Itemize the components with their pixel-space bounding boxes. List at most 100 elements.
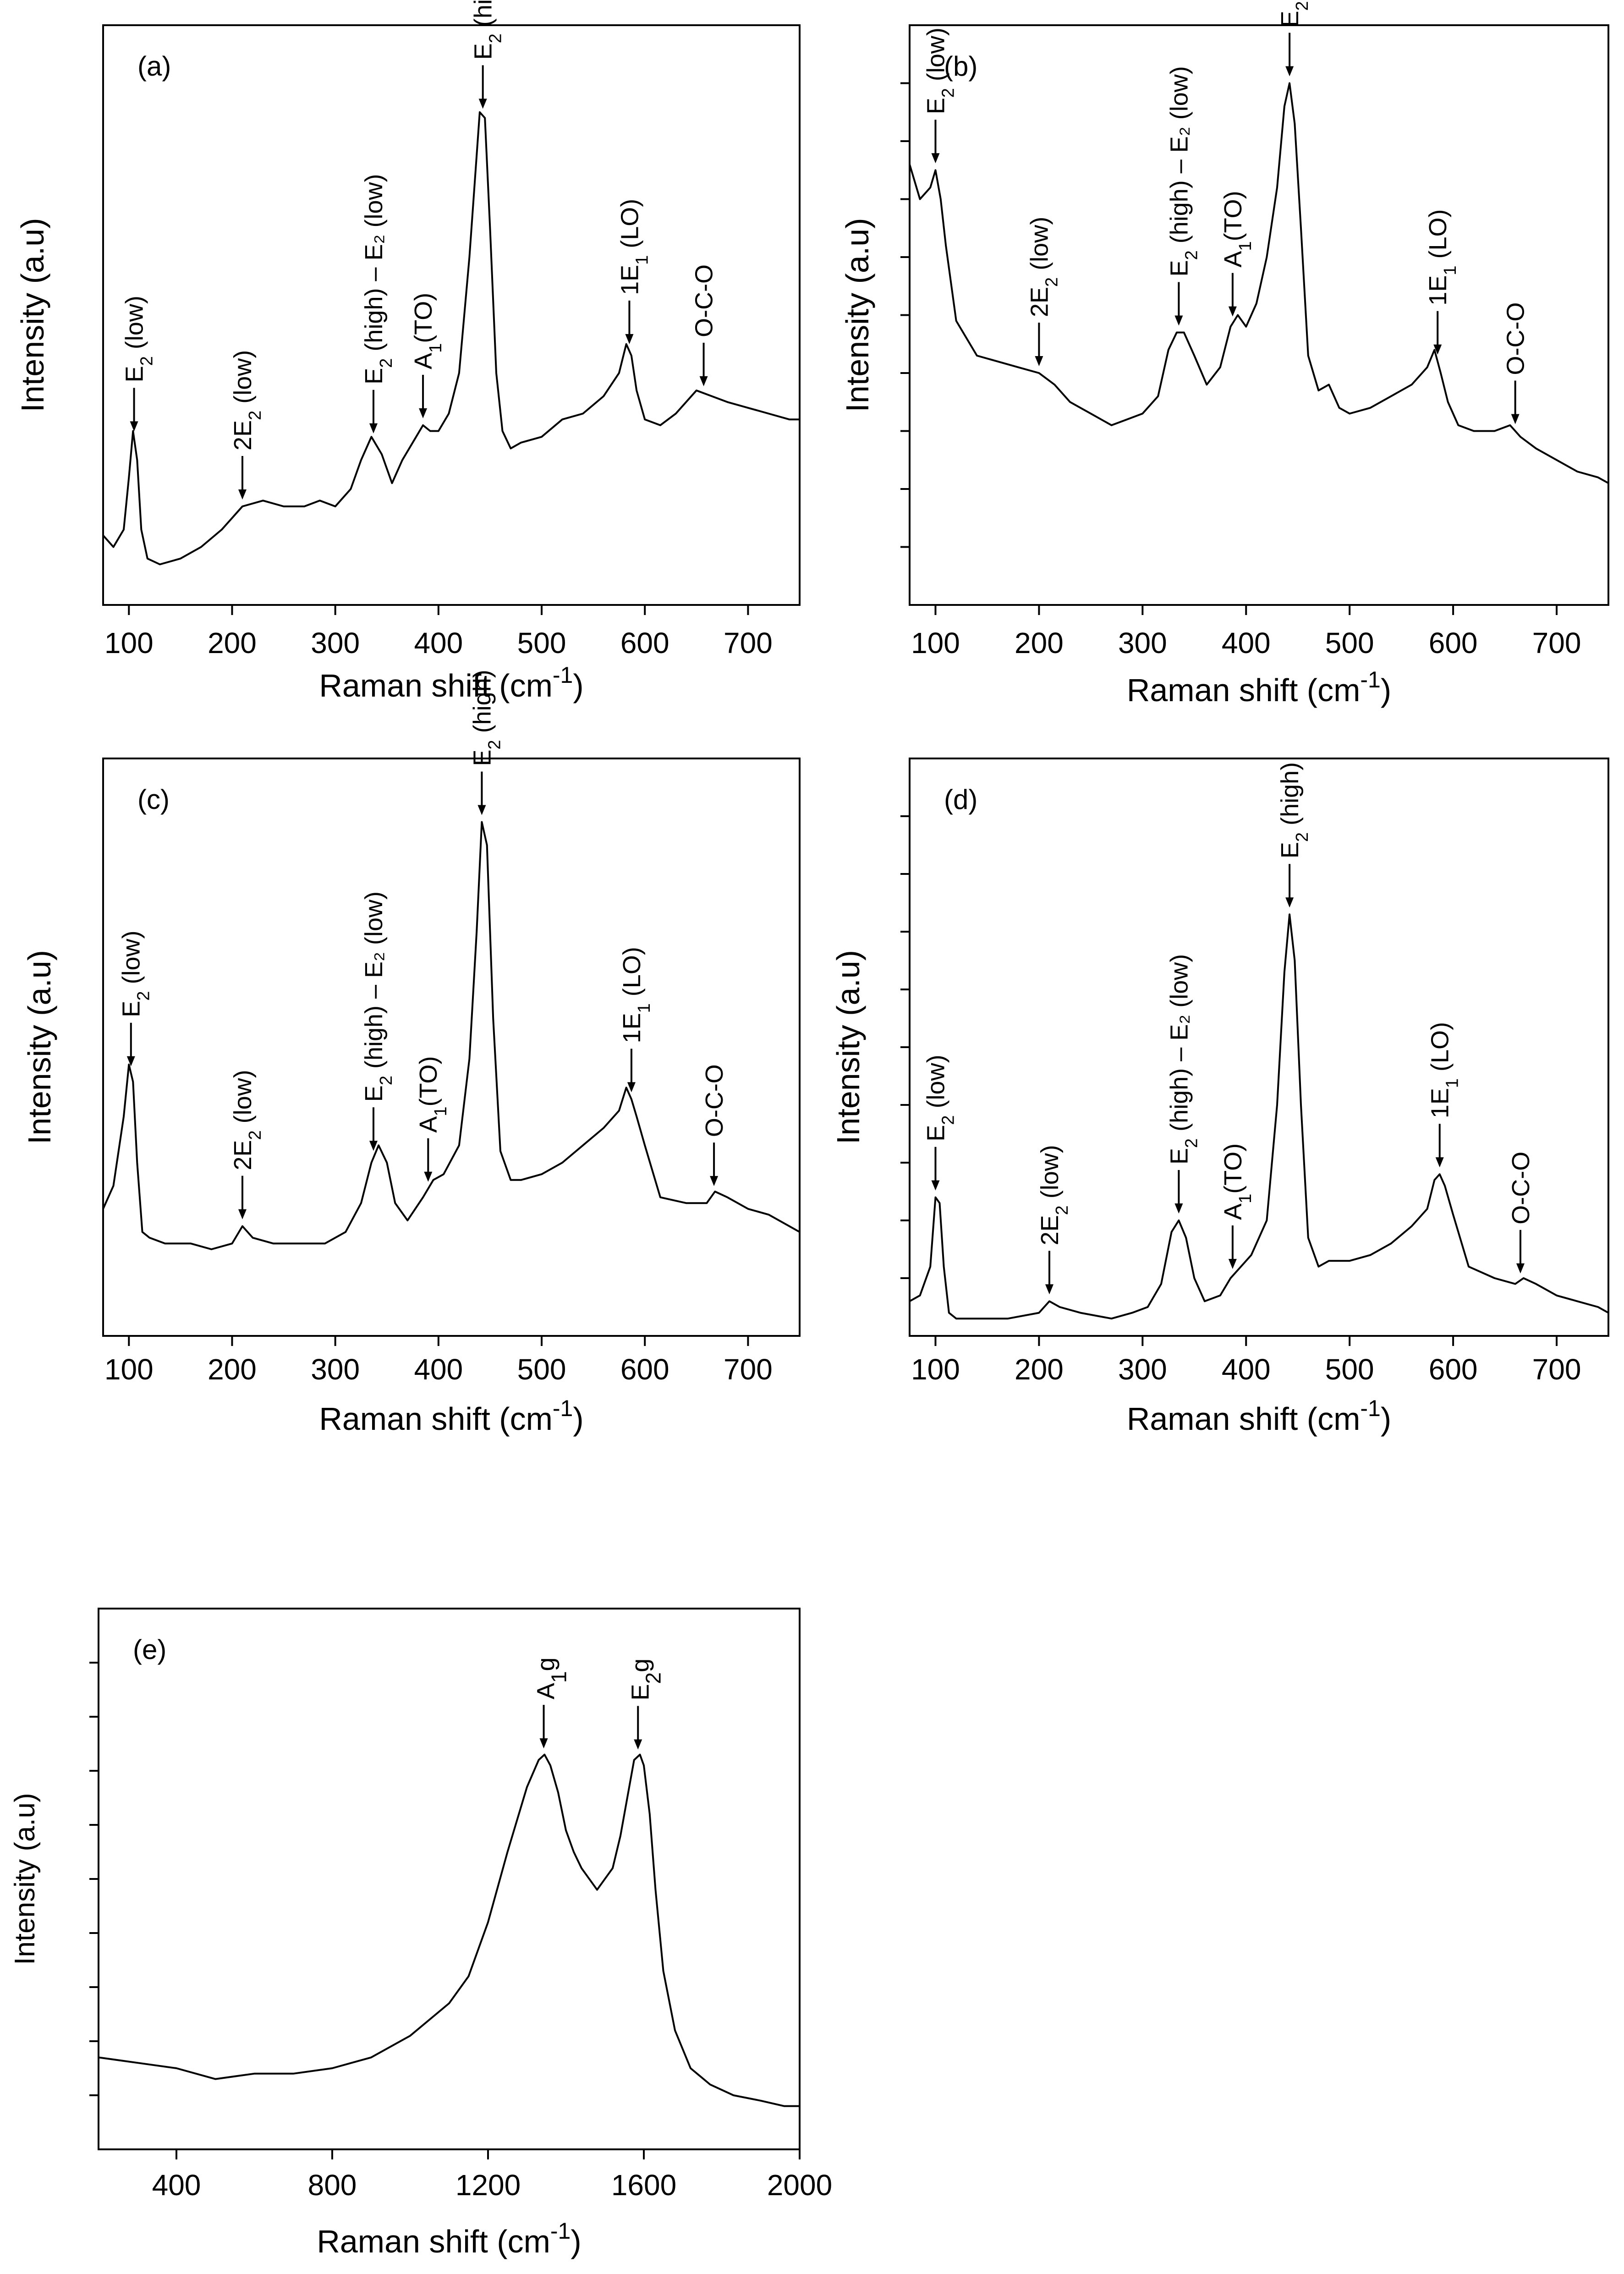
- x-axis-label-end: ): [571, 2224, 581, 2259]
- x-axis-label: Raman shift (cm-1): [1127, 667, 1391, 708]
- label-rest: (low): [1026, 217, 1053, 277]
- label-subscript: 2: [485, 740, 504, 749]
- x-tick-label: 400: [1222, 626, 1271, 659]
- peak-arrow-head: [931, 1180, 940, 1191]
- peak-arrow-head: [1228, 1258, 1237, 1269]
- label-base: 2E: [1026, 287, 1053, 317]
- peak-arrow-head: [1228, 306, 1237, 317]
- peak-label: E2 (high): [470, 0, 505, 60]
- label-base: 2E: [1036, 1215, 1064, 1245]
- label-base: E: [922, 1125, 949, 1142]
- peak-arrow-head: [478, 99, 487, 109]
- peak-arrow-head: [1435, 1157, 1444, 1168]
- label-rest: (LO): [1424, 209, 1452, 265]
- x-axis-label: Raman shift (cm-1): [319, 662, 583, 703]
- x-tick-label: 500: [517, 626, 566, 659]
- x-axis-label-main: Raman shift (cm: [319, 1401, 553, 1437]
- x-tick-label: 500: [517, 1353, 566, 1386]
- label-rest: (TO): [415, 1056, 442, 1107]
- label-rest: (high): [1276, 0, 1304, 1]
- label-subscript: 1: [431, 1107, 450, 1116]
- label-base: 1E: [618, 1013, 646, 1043]
- y-axis-label: Intensity (a.u): [9, 1793, 41, 1965]
- peak-label: E2 (low): [121, 296, 156, 382]
- label-rest: (LO): [618, 947, 646, 1003]
- peak-label: 1E1 (LO): [616, 199, 652, 295]
- peak-arrow-head: [1035, 356, 1043, 366]
- peak-label: A1(TO): [1219, 191, 1255, 267]
- peak-arrow-head: [369, 1141, 378, 1151]
- x-tick-label: 100: [911, 1353, 960, 1386]
- panel-label: (e): [133, 1634, 166, 1665]
- label-subscript: 2: [134, 991, 154, 1001]
- label-base: E: [360, 368, 388, 384]
- chart-panel-a: 100 200 300 400 500 600 700 (a) Raman shift (cm-…: [15, 0, 801, 703]
- panel-label: (c): [137, 784, 170, 815]
- spectrum-line: [102, 821, 800, 1250]
- label-subscript: 2: [938, 1115, 958, 1125]
- y-axis-label: Intensity (a.u): [22, 950, 57, 1144]
- label-base: E: [470, 43, 497, 60]
- peak-arrow-head: [477, 805, 486, 815]
- label-base: O-C-O: [690, 264, 718, 337]
- label-rest: (high): [1276, 762, 1304, 832]
- label-rest: (low): [922, 27, 949, 88]
- label-subscript: 2: [1042, 277, 1061, 287]
- label-base: A: [1219, 1203, 1247, 1220]
- x-tick-label: 400: [414, 626, 463, 659]
- x-tick-label: 200: [208, 626, 257, 659]
- peak-label: E2 (high) – E₂ (low): [360, 174, 396, 384]
- label-subscript: 1: [547, 1671, 571, 1683]
- x-axis-label-end: ): [1381, 672, 1391, 708]
- peak-label: O-C-O: [690, 264, 718, 337]
- peak-arrow-head: [130, 421, 138, 432]
- plot-frame: [909, 758, 1609, 1337]
- label-base: E: [1165, 1148, 1193, 1164]
- plot-frame: [102, 758, 801, 1337]
- x-tick-label: 400: [1222, 1353, 1271, 1386]
- x-tick-label: 300: [311, 626, 360, 659]
- label-rest: (high): [470, 0, 497, 33]
- panel-label: (a): [137, 51, 171, 82]
- label-subscript: 1: [632, 255, 652, 265]
- label-rest: (LO): [616, 199, 643, 255]
- plot-frame: [98, 1608, 801, 2150]
- peak-arrow-head: [1511, 414, 1520, 424]
- label-rest: (TO): [1219, 1143, 1247, 1194]
- label-subscript: 1: [1441, 265, 1460, 275]
- label-subscript: 2: [641, 1672, 665, 1684]
- peak-label: A1(TO): [410, 293, 445, 369]
- x-axis-label-sup: -1: [1360, 667, 1380, 692]
- x-tick-label: 200: [1015, 1353, 1064, 1386]
- panel-label: (b): [944, 51, 977, 82]
- x-tick-label: 400: [152, 2169, 201, 2202]
- x-axis-label-sup: -1: [553, 1395, 573, 1421]
- peak-arrow-head: [369, 423, 378, 434]
- x-tick-label: 600: [1429, 1353, 1478, 1386]
- peak-label: E2 (high) – E₂ (low): [1165, 954, 1201, 1164]
- peak-arrow-head: [424, 1171, 433, 1182]
- panel-label: (d): [944, 784, 977, 815]
- x-tick-label: 100: [104, 1353, 154, 1386]
- label-base: 1E: [1424, 275, 1452, 306]
- label-subscript: 2: [1182, 1138, 1201, 1148]
- label-base: E: [1276, 842, 1304, 858]
- label-base: O-C-O: [701, 1064, 728, 1137]
- label-subscript: 2: [938, 88, 958, 98]
- label-base: E: [360, 1085, 388, 1102]
- label-rest: g: [532, 1658, 560, 1671]
- peak-label: A1(TO): [415, 1056, 450, 1133]
- peak-arrow-head: [1045, 1284, 1053, 1295]
- x-tick-label: 1600: [611, 2169, 676, 2202]
- label-rest: (LO): [1426, 1022, 1454, 1078]
- peak-label: 1E1 (LO): [1426, 1022, 1462, 1118]
- peak-label: E2 (high): [1276, 0, 1312, 27]
- label-base: E: [121, 366, 148, 382]
- label-rest: (low): [922, 1055, 949, 1115]
- peak-label: 1E1 (LO): [1424, 209, 1460, 305]
- y-axis-label: Intensity (a.u): [839, 218, 875, 412]
- chart-panel-c: 100 200 300 400 500 600 700(c)Raman shift (cm-…: [22, 670, 801, 1437]
- peak-arrow-head: [1174, 315, 1183, 326]
- label-rest: (high) – E₂ (low): [360, 891, 388, 1076]
